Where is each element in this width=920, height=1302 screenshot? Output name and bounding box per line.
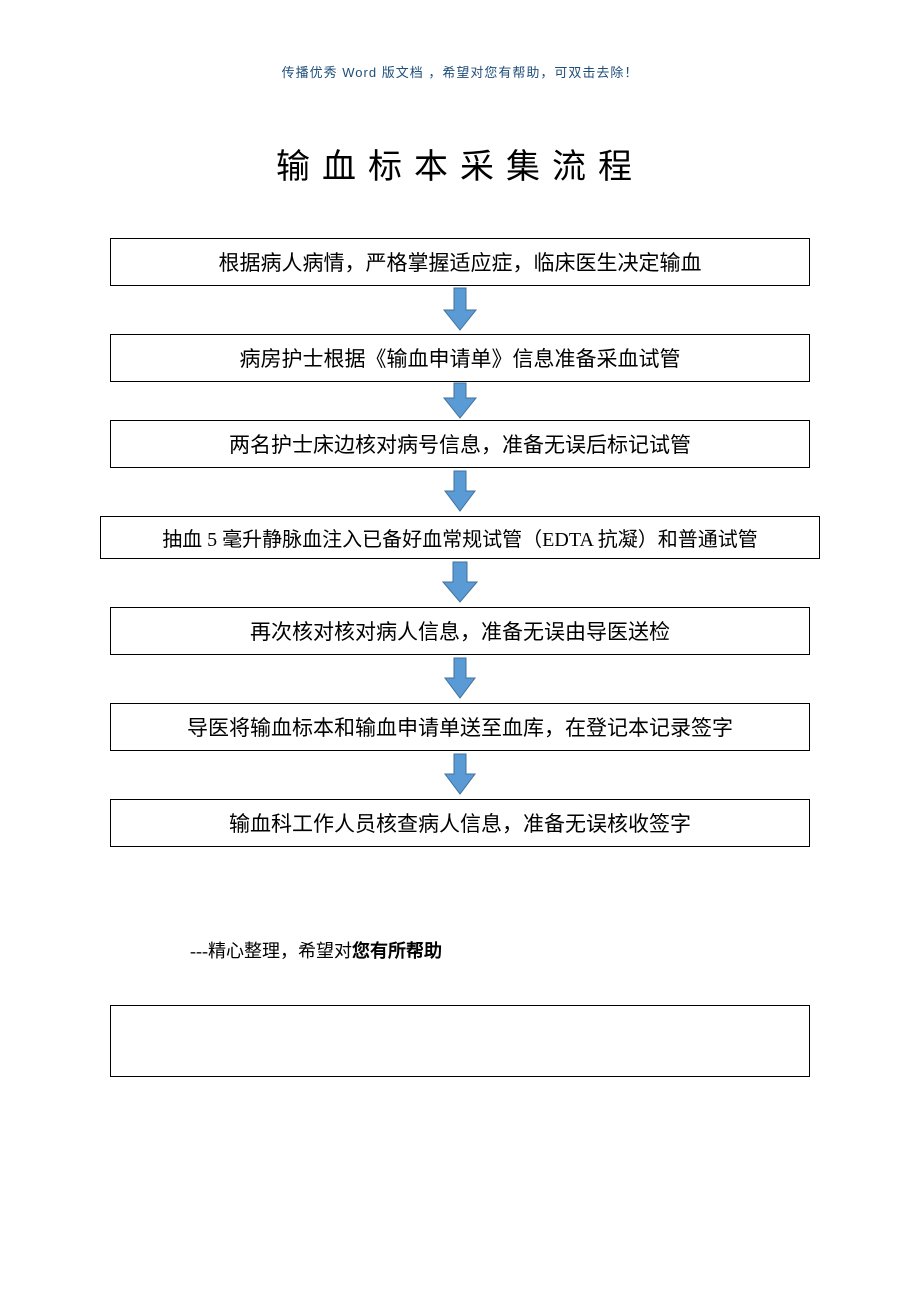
arrow-down-icon xyxy=(437,752,483,798)
footer-mid: 对 xyxy=(334,941,352,961)
flow-arrow-2 xyxy=(438,382,482,420)
flow-step-1: 根据病人病情，严格掌握适应症，临床医生决定输血 xyxy=(110,238,810,286)
flow-step-4: 抽血 5 毫升静脉血注入已备好血常规试管（EDTA 抗凝）和普通试管 xyxy=(100,516,820,559)
arrow-down-icon xyxy=(438,382,482,420)
footer-prefix: ---精心整理，希望 xyxy=(190,941,334,961)
arrow-down-icon xyxy=(437,656,483,702)
empty-box xyxy=(110,1005,810,1077)
flow-arrow-3 xyxy=(437,468,483,516)
header-note: 传播优秀 Word 版文档 ，希望对您有帮助，可双击去除！ xyxy=(0,0,920,81)
flow-step-2: 病房护士根据《输血申请单》信息准备采血试管 xyxy=(110,334,810,382)
arrow-down-icon xyxy=(437,469,483,515)
flow-step-3: 两名护士床边核对病号信息，准备无误后标记试管 xyxy=(110,420,810,468)
flow-step-7: 输血科工作人员核查病人信息，准备无误核收签字 xyxy=(110,799,810,847)
footer-note: ---精心整理，希望对您有所帮助 xyxy=(190,937,920,963)
flow-arrow-4 xyxy=(435,559,485,607)
arrow-down-icon xyxy=(436,286,484,334)
arrow-down-icon xyxy=(435,560,485,606)
page-title: 输血标本采集流程 xyxy=(0,139,920,188)
flow-arrow-6 xyxy=(437,751,483,799)
flow-arrow-1 xyxy=(436,286,484,334)
flow-arrow-5 xyxy=(437,655,483,703)
flowchart-container: 根据病人病情，严格掌握适应症，临床医生决定输血 病房护士根据《输血申请单》信息准… xyxy=(0,238,920,847)
footer-suffix: 您有所帮助 xyxy=(352,941,442,961)
flow-step-5: 再次核对核对病人信息，准备无误由导医送检 xyxy=(110,607,810,655)
flow-step-6: 导医将输血标本和输血申请单送至血库，在登记本记录签字 xyxy=(110,703,810,751)
